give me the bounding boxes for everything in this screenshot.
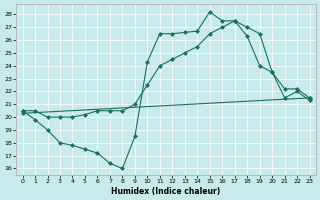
X-axis label: Humidex (Indice chaleur): Humidex (Indice chaleur) xyxy=(111,187,221,196)
